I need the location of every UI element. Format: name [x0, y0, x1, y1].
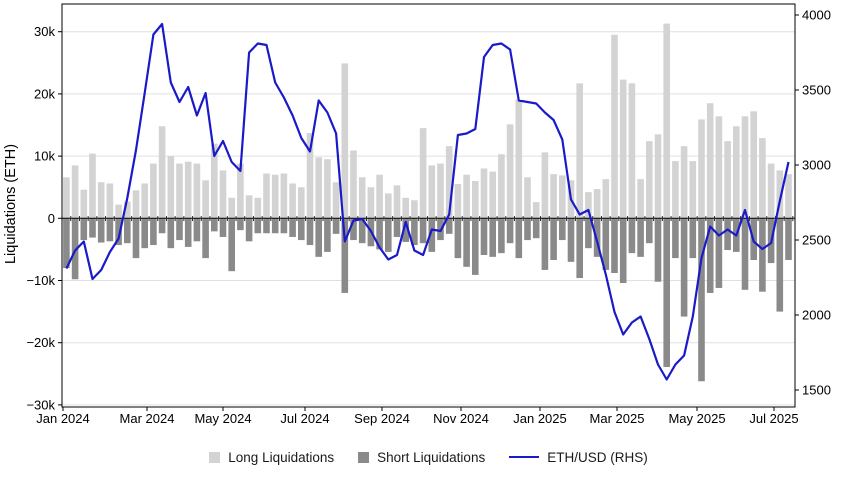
svg-text:2500: 2500 [802, 233, 831, 248]
svg-text:May 2025: May 2025 [668, 411, 725, 426]
svg-text:2000: 2000 [802, 308, 831, 323]
svg-text:−10k: −10k [26, 273, 55, 288]
legend-label-long: Long Liquidations [228, 449, 335, 465]
svg-text:Jul 2024: Jul 2024 [280, 411, 329, 426]
svg-text:10k: 10k [34, 149, 55, 164]
short-liquidations-swatch [358, 451, 370, 463]
svg-text:30k: 30k [34, 24, 55, 39]
chart-legend: Long Liquidations Short Liquidations ETH… [62, 444, 795, 470]
svg-text:3000: 3000 [802, 158, 831, 173]
svg-text:20k: 20k [34, 86, 55, 101]
ethusd-line-sample-icon [509, 456, 540, 458]
svg-text:4000: 4000 [802, 8, 831, 23]
plot-frame [61, 3, 796, 408]
y-axis-label: Liquidations (ETH) [3, 144, 19, 264]
svg-text:Mar 2025: Mar 2025 [590, 411, 645, 426]
svg-text:Nov 2024: Nov 2024 [433, 411, 489, 426]
svg-text:3500: 3500 [802, 83, 831, 98]
svg-text:−20k: −20k [26, 335, 55, 350]
axis-ticks-and-labels: 30k 20k 10k 0 −10k −20k −30k 4000 3500 3000 2500 20… [26, 8, 830, 427]
legend-item-long-liquidations: Long Liquidations [209, 450, 334, 465]
liquidations-chart: 30k 20k 10k 0 −10k −20k −30k 4000 3500 3000 2500 20… [3, 3, 831, 427]
svg-text:−30k: −30k [26, 397, 55, 412]
svg-text:1500: 1500 [802, 383, 831, 398]
svg-text:0: 0 [48, 211, 55, 226]
svg-text:Jan 2024: Jan 2024 [36, 411, 90, 426]
legend-label-short: Short Liquidations [377, 449, 486, 465]
ethusd-price-line [65, 22, 790, 381]
legend-item-ethusd: ETH/USD (RHS) [509, 450, 648, 465]
svg-text:Mar 2024: Mar 2024 [120, 411, 175, 426]
svg-text:Jan 2025: Jan 2025 [513, 411, 567, 426]
svg-text:May 2024: May 2024 [194, 411, 251, 426]
legend-item-short-liquidations: Short Liquidations [358, 450, 485, 465]
svg-text:Jul 2025: Jul 2025 [749, 411, 798, 426]
legend-label-ethusd: ETH/USD (RHS) [547, 449, 648, 465]
long-liquidations-swatch [209, 451, 221, 463]
svg-text:Sep 2024: Sep 2024 [354, 411, 410, 426]
liquidation-bars [63, 23, 792, 382]
